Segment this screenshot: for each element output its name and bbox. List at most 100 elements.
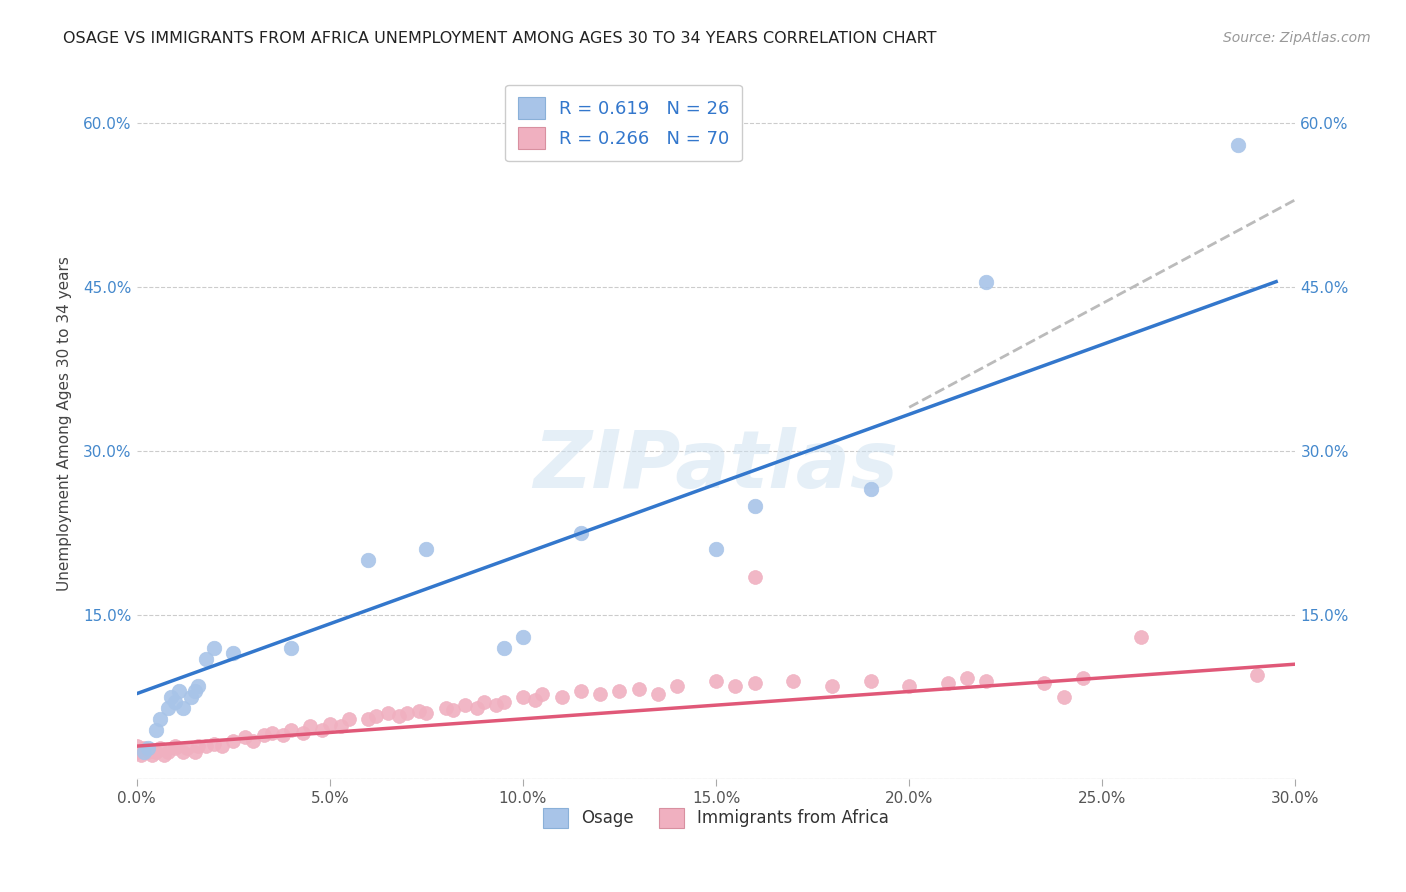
Point	[492, 640, 515, 655]
Point	[512, 630, 534, 644]
Point	[156, 701, 179, 715]
Point	[134, 745, 156, 759]
Text: OSAGE VS IMMIGRANTS FROM AFRICA UNEMPLOYMENT AMONG AGES 30 TO 34 YEARS CORRELATI: OSAGE VS IMMIGRANTS FROM AFRICA UNEMPLOY…	[63, 31, 936, 46]
Point	[280, 640, 302, 655]
Point	[299, 719, 322, 733]
Point	[319, 717, 342, 731]
Point	[512, 690, 534, 704]
Point	[898, 679, 921, 693]
Point	[167, 684, 190, 698]
Text: ZIPatlas: ZIPatlas	[533, 427, 898, 506]
Point	[183, 684, 205, 698]
Point	[165, 741, 187, 756]
Point	[136, 745, 159, 759]
Point	[976, 673, 998, 688]
Point	[160, 690, 183, 704]
Point	[1246, 668, 1268, 682]
Point	[782, 673, 804, 688]
Point	[531, 687, 554, 701]
Point	[724, 679, 747, 693]
Point	[195, 651, 218, 665]
Point	[744, 570, 766, 584]
Point	[222, 733, 245, 747]
Point	[1071, 672, 1094, 686]
Point	[936, 675, 959, 690]
Point	[125, 739, 148, 753]
Point	[145, 745, 167, 759]
Point	[976, 275, 998, 289]
Point	[253, 728, 276, 742]
Point	[1053, 690, 1076, 704]
Point	[180, 690, 202, 704]
Point	[415, 706, 437, 721]
Point	[434, 701, 457, 715]
Point	[291, 726, 314, 740]
Point	[550, 690, 572, 704]
Point	[415, 542, 437, 557]
Point	[233, 731, 256, 745]
Point	[396, 706, 419, 721]
Point	[357, 553, 380, 567]
Point	[149, 741, 172, 756]
Point	[704, 673, 727, 688]
Point	[136, 741, 159, 756]
Point	[357, 712, 380, 726]
Point	[1129, 630, 1152, 644]
Point	[821, 679, 844, 693]
Point	[523, 693, 546, 707]
Point	[627, 682, 650, 697]
Text: Source: ZipAtlas.com: Source: ZipAtlas.com	[1223, 31, 1371, 45]
Point	[260, 726, 283, 740]
Point	[176, 741, 198, 756]
Point	[859, 483, 882, 497]
Point	[388, 708, 411, 723]
Point	[744, 675, 766, 690]
Point	[956, 672, 979, 686]
Point	[589, 687, 612, 701]
Point	[704, 542, 727, 557]
Point	[172, 701, 194, 715]
Point	[273, 728, 295, 742]
Point	[187, 679, 209, 693]
Point	[183, 745, 205, 759]
Point	[485, 698, 508, 712]
Point	[149, 712, 172, 726]
Point	[172, 745, 194, 759]
Point	[454, 698, 477, 712]
Point	[666, 679, 689, 693]
Point	[141, 747, 163, 762]
Legend: Osage, Immigrants from Africa: Osage, Immigrants from Africa	[536, 801, 896, 835]
Point	[202, 640, 225, 655]
Point	[152, 747, 174, 762]
Point	[211, 739, 233, 753]
Point	[744, 499, 766, 513]
Point	[145, 723, 167, 737]
Point	[165, 739, 187, 753]
Point	[609, 684, 631, 698]
Point	[311, 723, 333, 737]
Point	[337, 712, 360, 726]
Y-axis label: Unemployment Among Ages 30 to 34 years: Unemployment Among Ages 30 to 34 years	[58, 256, 72, 591]
Point	[377, 706, 399, 721]
Point	[465, 701, 488, 715]
Point	[156, 745, 179, 759]
Point	[647, 687, 669, 701]
Point	[222, 646, 245, 660]
Point	[408, 704, 430, 718]
Point	[1226, 138, 1249, 153]
Point	[569, 684, 592, 698]
Point	[242, 733, 264, 747]
Point	[330, 719, 353, 733]
Point	[472, 695, 495, 709]
Point	[187, 739, 209, 753]
Point	[441, 703, 464, 717]
Point	[129, 747, 152, 762]
Point	[202, 737, 225, 751]
Point	[366, 708, 388, 723]
Point	[492, 695, 515, 709]
Point	[280, 723, 302, 737]
Point	[859, 673, 882, 688]
Point	[1033, 675, 1056, 690]
Point	[125, 745, 148, 759]
Point	[569, 526, 592, 541]
